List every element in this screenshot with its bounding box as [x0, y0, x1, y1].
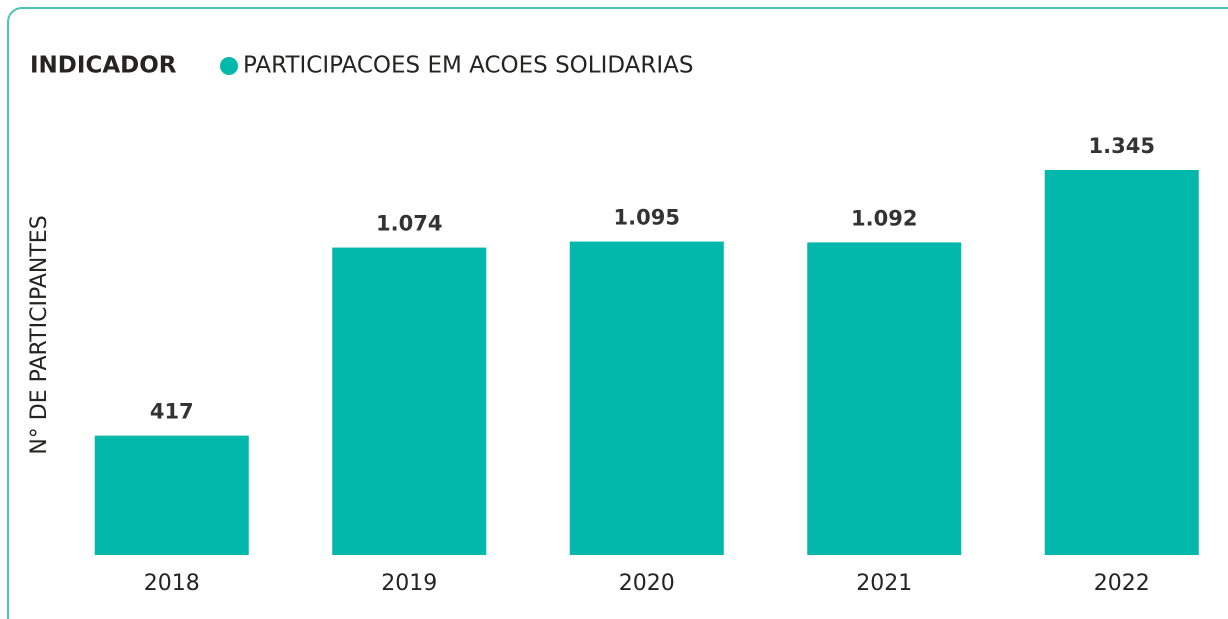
- bar: [569, 241, 724, 555]
- bar: [1044, 170, 1199, 555]
- value-label: 417: [150, 400, 194, 424]
- x-tick-label: 2018: [144, 571, 200, 596]
- legend-marker: [220, 57, 238, 75]
- value-label: 1.074: [376, 212, 442, 236]
- value-label: 1.095: [614, 206, 680, 230]
- legend-title: INDICADOR: [30, 53, 177, 79]
- y-axis-label: N° DE PARTICIPANTES: [27, 215, 52, 454]
- value-label: 1.092: [851, 206, 917, 230]
- bar: [807, 242, 962, 555]
- bar: [94, 435, 249, 555]
- value-label: 1.345: [1089, 134, 1155, 158]
- bar: [332, 247, 487, 555]
- x-tick-label: 2020: [619, 571, 675, 596]
- x-tick-label: 2022: [1094, 571, 1150, 596]
- x-tick-label: 2019: [381, 571, 437, 596]
- x-tick-label: 2021: [856, 571, 912, 596]
- legend-label: PARTICIPACOES EM ACOES SOLIDARIAS: [243, 53, 694, 79]
